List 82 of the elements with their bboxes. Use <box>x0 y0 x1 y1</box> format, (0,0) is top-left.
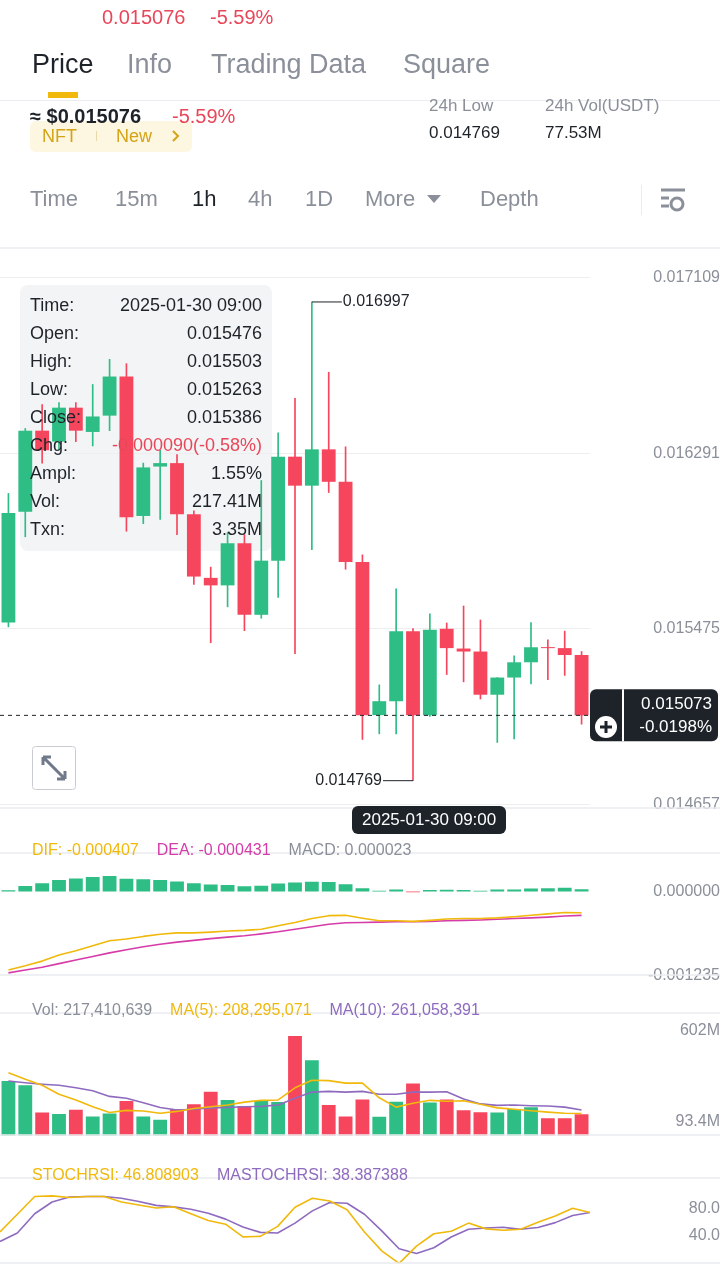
bar <box>321 882 336 892</box>
text: Depth <box>480 186 539 213</box>
bar <box>186 883 201 892</box>
series-label: MASTOCHRSI: 38.387388 <box>216 1166 408 1184</box>
bar <box>338 884 353 892</box>
bar <box>136 879 151 892</box>
annotation: MACD: 0.000023 <box>288 841 412 859</box>
text: 0.014769 <box>429 123 500 144</box>
y-tick-label: 0.014657 <box>653 795 720 813</box>
ref-line-label: 0.015073 -0.0198% <box>639 693 712 736</box>
bar <box>237 886 252 892</box>
bar <box>52 879 66 892</box>
annotation: 0.015476 <box>186 322 262 345</box>
y-tick-label: 0.017109 <box>653 268 720 286</box>
annotation: Txn: <box>30 518 66 541</box>
candlestick <box>203 566 218 644</box>
y-tick-label: 0.016291 <box>653 444 720 462</box>
candlestick <box>288 397 302 655</box>
series-label: STOCHRSI: 46.808903 <box>32 1166 199 1184</box>
bar <box>271 883 286 892</box>
text: 1h <box>192 186 217 213</box>
text: 24h Low <box>429 96 494 117</box>
text: Info <box>127 48 173 81</box>
annotation: 0.015263 <box>186 378 262 401</box>
y-tick-label: 80.0 <box>688 1198 720 1216</box>
text: Square <box>403 48 491 81</box>
y-tick-label: 0.015475 <box>653 619 720 637</box>
annotation: 0.015386 <box>186 406 262 429</box>
text: 4h <box>248 186 273 213</box>
text: 24h Vol(USDT) <box>545 96 660 117</box>
annotation: Open: <box>30 322 80 345</box>
annotation: Time: <box>30 294 75 317</box>
bar <box>68 878 83 892</box>
candlestick <box>557 630 572 676</box>
bar <box>288 882 302 892</box>
text: 0.015076 <box>102 5 186 29</box>
candlestick <box>507 655 522 740</box>
bar <box>18 886 33 892</box>
bar <box>540 888 555 892</box>
annotation: High: <box>30 350 73 373</box>
text: Price <box>32 48 94 81</box>
text: 2025-01-30 09:00 <box>352 806 507 834</box>
text: More <box>365 186 416 213</box>
annotation: 2025-01-30 09:00 <box>119 294 262 317</box>
text: Time <box>30 186 79 213</box>
text: 15m <box>115 186 158 213</box>
text: 77.53M <box>545 123 602 144</box>
text: -5.59% <box>210 5 274 29</box>
text: -5.59% <box>172 104 236 128</box>
annotation: 0.015503 <box>186 350 262 373</box>
candlestick <box>540 639 555 681</box>
annotation: 3.35M <box>211 518 262 541</box>
y-tick-label: 602M <box>679 1020 720 1038</box>
candlestick <box>524 622 538 685</box>
annotation: Low: <box>30 378 69 401</box>
bar <box>153 879 168 892</box>
text: ≈ $0.015076 <box>30 104 142 128</box>
y-tick-label: 93.4M <box>675 1112 720 1130</box>
bar <box>119 878 134 892</box>
bar <box>170 881 184 892</box>
text: MA(5): 208,295,071 <box>170 1001 312 1019</box>
text: New <box>116 126 153 148</box>
annotation: 1.55% <box>210 462 262 485</box>
text: 1D <box>305 186 334 213</box>
annotation: 217.41M <box>191 490 262 513</box>
annotation: Close: <box>30 406 82 429</box>
annotation: Vol: 217,410,639 <box>32 1001 153 1019</box>
text: DEA: -0.000431 <box>156 841 271 859</box>
y-tick-label: 0.000000 <box>653 881 720 899</box>
text: Trading Data <box>211 48 367 81</box>
bar <box>304 881 319 892</box>
annotation: 0.016997 <box>342 292 410 310</box>
bar <box>102 876 117 892</box>
y-tick-label: 40.0 <box>688 1226 720 1244</box>
y-tick-label: -0.001235 <box>647 965 720 983</box>
text: NFT <box>42 126 77 148</box>
text: MA(10): 261,058,391 <box>329 1001 480 1019</box>
bar <box>35 883 50 892</box>
text: DIF: -0.000407 <box>32 841 139 859</box>
candlestick <box>304 301 319 551</box>
bar <box>85 877 100 892</box>
annotation: 0.014769 <box>315 771 383 789</box>
